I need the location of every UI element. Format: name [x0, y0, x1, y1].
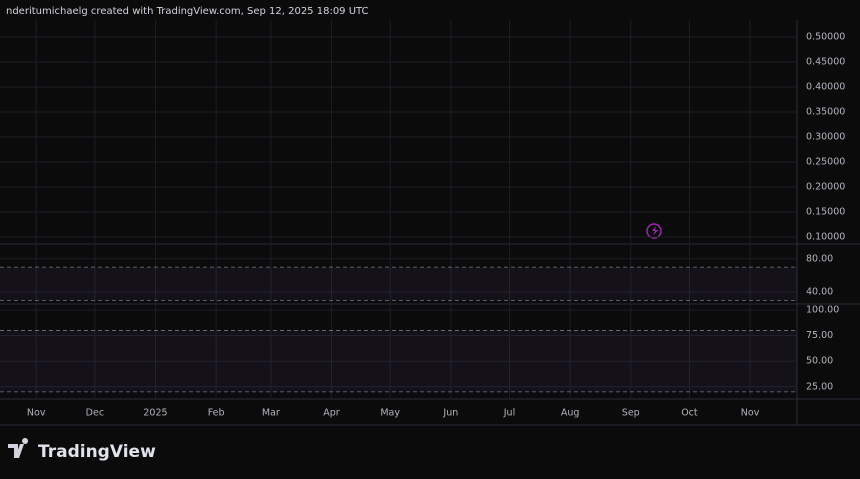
band-fill: [0, 330, 797, 392]
x-tick-label: Aug: [561, 408, 580, 419]
y-tick-label: 25.00: [806, 381, 833, 392]
x-tick-label: Jul: [503, 408, 515, 419]
y-tick-label: 0.15000: [806, 207, 845, 218]
y-tick-label: 80.00: [806, 253, 833, 264]
alert-circle: [646, 223, 662, 239]
x-tick-label: Feb: [208, 408, 225, 419]
y-tick-label: 75.00: [806, 330, 833, 341]
x-tick-label: Sep: [622, 408, 640, 419]
brand-logo: TradingView: [8, 438, 156, 462]
x-tick-label: Jun: [442, 408, 458, 419]
band-fill: [0, 267, 797, 301]
y-tick-label: 0.40000: [806, 82, 845, 93]
y-tick-label: 0.25000: [806, 157, 845, 168]
y-tick-label: 50.00: [806, 356, 833, 367]
x-tick-label: Mar: [262, 408, 280, 419]
x-tick-label: Nov: [741, 408, 760, 419]
brand-name: TradingView: [38, 442, 156, 462]
x-tick-label: May: [380, 408, 400, 419]
y-tick-label: 0.20000: [806, 182, 845, 193]
y-tick-label: 0.45000: [806, 57, 845, 68]
x-tick-label: Dec: [86, 408, 104, 419]
x-tick-label: Oct: [681, 408, 698, 419]
y-tick-label: 0.50000: [806, 32, 845, 43]
x-tick-label: Apr: [323, 408, 340, 419]
y-tick-label: 0.10000: [806, 232, 845, 243]
alert-icon: [646, 223, 662, 239]
x-tick-label: Nov: [27, 408, 46, 419]
alert-bolt: [652, 226, 658, 236]
y-tick-label: 0.30000: [806, 132, 845, 143]
y-tick-label: 40.00: [806, 287, 833, 298]
header: nderitumichaelg created with TradingView…: [6, 6, 369, 17]
y-tick-label: 100.00: [806, 305, 839, 316]
logo-icon: [8, 438, 29, 458]
y-tick-label: 0.35000: [806, 107, 845, 118]
x-tick-label: 2025: [143, 408, 167, 419]
